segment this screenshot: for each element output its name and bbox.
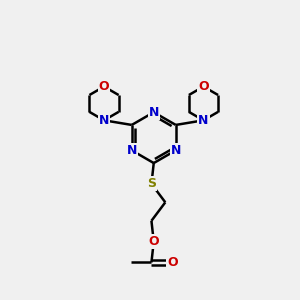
Text: S: S (147, 177, 156, 190)
Text: N: N (127, 144, 137, 157)
Text: O: O (99, 80, 109, 93)
Text: N: N (198, 114, 209, 127)
Text: O: O (167, 256, 178, 269)
Text: N: N (99, 114, 109, 127)
Text: N: N (148, 106, 159, 119)
Text: O: O (148, 235, 159, 248)
Text: N: N (171, 144, 181, 157)
Text: O: O (198, 80, 209, 93)
